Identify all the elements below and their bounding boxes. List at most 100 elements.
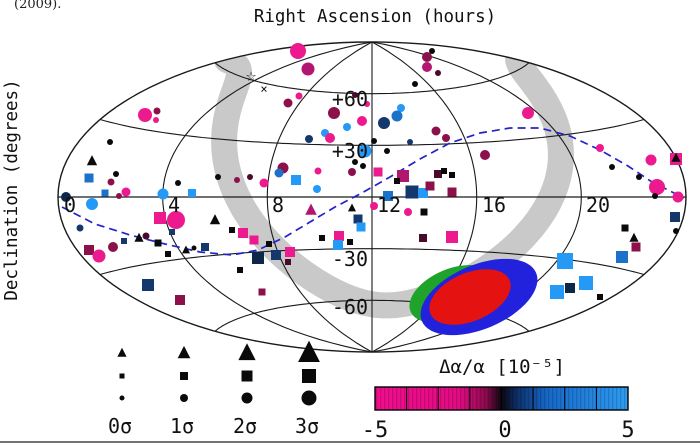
- data-point: [360, 163, 366, 169]
- data-point: [107, 178, 115, 186]
- data-point: [418, 188, 428, 198]
- data-point: [394, 178, 400, 184]
- red-region: [429, 269, 511, 325]
- parallel-line: [214, 62, 530, 95]
- data-point: [84, 173, 94, 183]
- colorbar-label: Δα/α [10⁻⁵]: [439, 356, 565, 378]
- data-point: [446, 231, 458, 243]
- data-point: [209, 214, 221, 225]
- legend-s-2σ: [241, 370, 253, 382]
- data-point: [404, 208, 412, 216]
- confidence-ellipses: [409, 258, 538, 336]
- ra-tick-label: 0: [64, 193, 76, 217]
- data-point: [449, 172, 455, 178]
- data-point: [343, 123, 351, 131]
- data-point: [352, 92, 358, 98]
- data-point: [121, 238, 127, 244]
- data-point: [229, 227, 235, 233]
- colorbar-tick-label: 5: [621, 418, 634, 443]
- data-point: [247, 174, 253, 180]
- data-point: [237, 267, 243, 273]
- legend-t-1σ: [177, 345, 191, 359]
- data-point: [167, 211, 185, 229]
- data-point: [670, 212, 680, 222]
- legend-sigma-label: 0σ: [108, 414, 132, 438]
- data-point: [301, 62, 315, 76]
- data-point: [333, 240, 343, 250]
- data-point: [291, 175, 301, 185]
- data-point: [153, 117, 159, 123]
- data-point: [252, 252, 264, 264]
- y-axis-title: Declination (degrees): [2, 79, 22, 300]
- legend-s-3σ: [302, 369, 316, 383]
- data-point: [295, 92, 303, 100]
- data-point: [325, 133, 335, 143]
- data-point: [673, 228, 679, 234]
- legend-c-3σ: [301, 390, 317, 406]
- data-point: [290, 43, 306, 59]
- dashed-curve: [61, 127, 685, 256]
- data-point: [238, 228, 248, 238]
- ra-tick-label: 8: [272, 193, 284, 217]
- data-point: [429, 48, 435, 54]
- data-point: [191, 245, 197, 251]
- data-point: [154, 212, 166, 224]
- legend-s-1σ: [180, 372, 188, 380]
- data-point: [565, 283, 575, 293]
- data-point: [672, 191, 684, 203]
- cross-marker: ×: [260, 82, 267, 96]
- ra-tick-label: 20: [586, 193, 610, 217]
- data-point: [407, 139, 413, 145]
- legend-sigma-label: 2σ: [233, 414, 257, 438]
- data-point: [101, 189, 109, 197]
- legend-sigma-label: 3σ: [295, 414, 319, 438]
- data-point: [76, 224, 84, 232]
- ra-tick-label: 16: [482, 193, 506, 217]
- data-point: [441, 168, 447, 174]
- data-point: [107, 139, 113, 145]
- star-marker: ☆: [246, 65, 257, 86]
- data-point: [356, 222, 366, 232]
- data-point: [629, 232, 639, 242]
- data-point: [434, 170, 442, 178]
- data-point: [328, 107, 340, 119]
- data-point: [157, 188, 169, 200]
- data-point: [348, 168, 356, 176]
- sigma-size-legend: 0σ 1σ 2σ 3σ: [108, 340, 320, 438]
- data-point: [188, 189, 196, 197]
- data-point: [215, 174, 221, 180]
- data-point: [153, 107, 161, 115]
- data-point: [169, 229, 175, 235]
- caption-fragment: (2009).: [14, 0, 61, 12]
- data-point: [142, 232, 150, 240]
- legend-c-2σ: [241, 392, 253, 404]
- ra-tick-label: 12: [377, 193, 401, 217]
- data-point: [274, 168, 284, 178]
- dipole-dashed-curve: [61, 127, 685, 256]
- data-point: [175, 180, 181, 186]
- data-point: [425, 181, 435, 191]
- data-point: [249, 235, 259, 245]
- data-point: [266, 241, 272, 247]
- data-point: [419, 234, 427, 242]
- data-point: [431, 126, 441, 136]
- data-point: [422, 62, 432, 72]
- data-point: [480, 150, 490, 160]
- data-point: [234, 177, 240, 183]
- data-point: [370, 202, 378, 210]
- data-point: [557, 253, 573, 269]
- data-point: [353, 214, 363, 224]
- data-point: [142, 279, 154, 291]
- data-point: [609, 164, 615, 170]
- data-point: [649, 179, 665, 195]
- data-point: [579, 276, 593, 290]
- data-point: [154, 239, 162, 247]
- data-point: [447, 187, 457, 197]
- data-point: [92, 249, 106, 263]
- data-point: [352, 159, 358, 165]
- data-point: [334, 231, 344, 241]
- data-point: [305, 203, 317, 215]
- legend-t-2σ: [238, 343, 256, 361]
- data-point: [138, 108, 152, 122]
